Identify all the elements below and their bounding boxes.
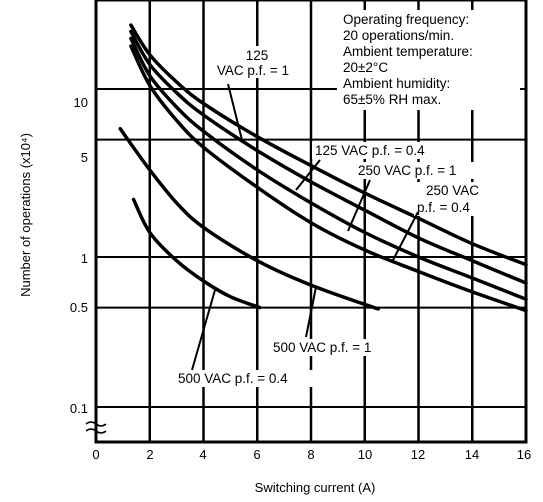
leader-lines <box>191 83 419 371</box>
label-125-04-background <box>312 142 452 159</box>
leader-500-04 <box>191 289 216 371</box>
x-tick: 4 <box>199 447 206 462</box>
y-tick: 0.5 <box>70 300 88 315</box>
x-tick: 14 <box>465 447 479 462</box>
condition-line: 20±2°C <box>343 60 388 75</box>
label-250-04-background <box>414 182 488 216</box>
x-tick: 16 <box>517 447 531 462</box>
x-tick: 0 <box>92 447 99 462</box>
leader-125-1 <box>227 83 243 141</box>
series-line-4 <box>129 44 528 313</box>
curve-label-500vac-pf04: 500 VAC p.f. = 0.4 <box>178 371 288 386</box>
conditions-note: Operating frequency: 20 operations/min. … <box>343 12 473 107</box>
plot-frame <box>94 0 528 444</box>
y-tick: 10 <box>74 95 88 110</box>
curve-label-125vac-pf1: VAC p.f. = 1 <box>217 63 289 78</box>
curve-label-250vac-pf04: p.f. = 0.4 <box>417 200 470 215</box>
curve-label-250vac-pf1: 250 VAC p.f. = 1 <box>358 163 456 178</box>
condition-line: Ambient temperature: <box>343 44 473 59</box>
x-tick: 12 <box>411 447 425 462</box>
leader-125-04 <box>295 159 321 191</box>
x-tick: 8 <box>307 447 314 462</box>
condition-line: Operating frequency: <box>343 12 469 27</box>
y-tick: 1 <box>81 251 88 266</box>
series-line-6 <box>131 197 262 310</box>
x-tick: 10 <box>358 447 372 462</box>
x-tick: 2 <box>146 447 153 462</box>
series-line-5 <box>118 126 380 311</box>
condition-line: 65±5% RH max. <box>343 92 441 107</box>
axis-break-icon <box>85 421 107 434</box>
x-tick-labels: 0 2 4 6 8 10 12 14 16 <box>92 447 531 462</box>
y-tick: 0.1 <box>70 401 88 416</box>
x-axis-label: Switching current (A) <box>255 480 376 495</box>
y-axis-label: Number of operations (x10⁴) <box>18 133 33 297</box>
leader-500-1 <box>305 286 317 338</box>
series-line-2 <box>129 29 528 285</box>
curve-labels: 125 VAC p.f. = 1 125 VAC p.f. = 0.4 250 … <box>178 48 479 386</box>
leader-250-1 <box>347 179 371 232</box>
condition-line: Ambient humidity: <box>343 76 450 91</box>
label-250-1-background <box>356 162 484 179</box>
curve-label-125vac-pf1: 125 <box>246 48 269 63</box>
y-tick-labels: 0.1 0.5 1 5 10 <box>70 95 88 416</box>
curves <box>118 23 528 313</box>
x-tick: 6 <box>253 447 260 462</box>
leader-250-04 <box>391 211 419 263</box>
condition-line: 20 operations/min. <box>343 28 454 43</box>
series-line-3 <box>129 36 528 302</box>
series-line-1 <box>129 23 528 267</box>
label-500-04-background <box>175 370 313 387</box>
curve-label-125vac-pf04: 125 VAC p.f. = 0.4 <box>315 143 425 158</box>
curve-label-500vac-pf1: 500 VAC p.f. = 1 <box>273 340 371 355</box>
label-125-1-background <box>205 46 301 78</box>
conditions-background <box>337 10 520 110</box>
label-500-1-background <box>270 339 406 356</box>
curve-label-250vac-pf04: 250 VAC <box>426 183 479 198</box>
y-tick: 5 <box>81 150 88 165</box>
